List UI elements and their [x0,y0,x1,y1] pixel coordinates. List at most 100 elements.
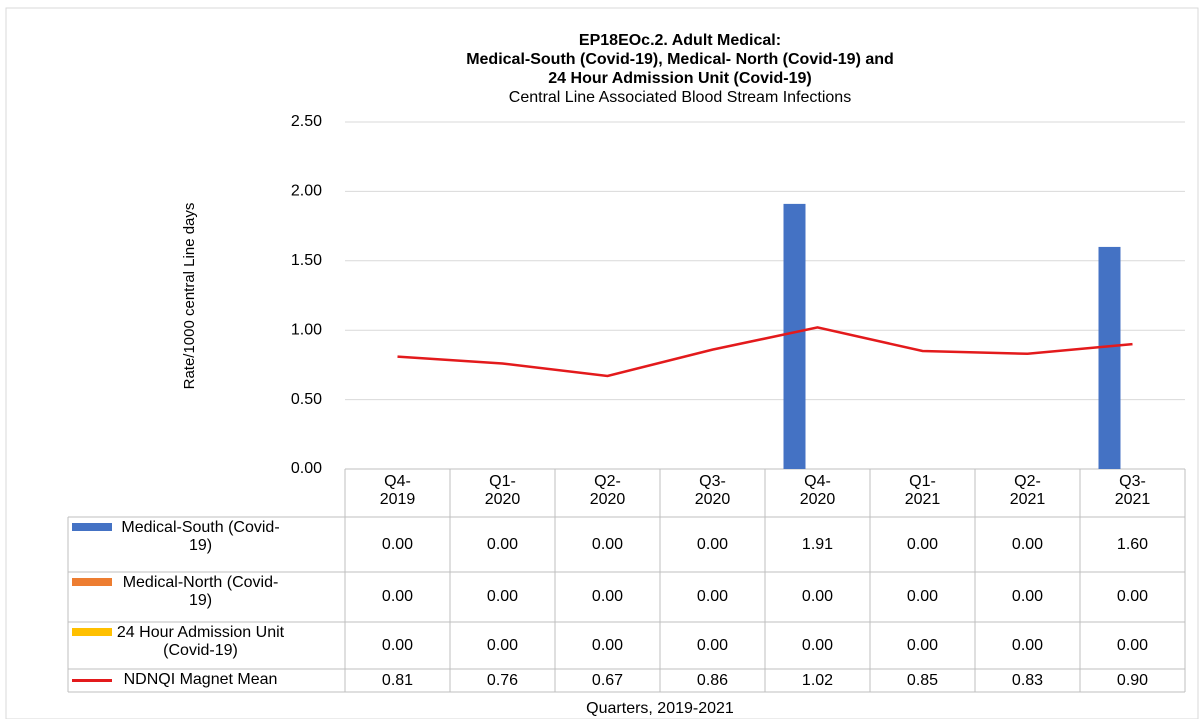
table-value: 0.83 [975,672,1080,690]
x-tick-label: Q3-2021 [1080,473,1185,509]
legend-swatch [72,578,112,586]
y-tick-label: 0.00 [291,460,322,477]
table-value: 0.00 [975,536,1080,554]
frame [5,7,1199,719]
x-tick-label-text: Q1-2021 [904,473,941,508]
table-value: 0.86 [660,672,765,690]
x-tick-label: Q3-2020 [660,473,765,509]
table-value-text: 0.67 [591,671,624,689]
x-tick-label-text: Q3-2020 [694,473,731,508]
table-value-text: 0.00 [591,636,624,654]
table-value-text: 0.00 [696,588,729,605]
bar [1098,246,1121,469]
table-value-text: 0.00 [381,636,414,654]
table-value: 0.00 [870,536,975,554]
y-axis-label: Rate/1000 central Line days [181,203,198,390]
x-tick-label: Q1-2021 [870,473,975,509]
table-value: 0.00 [345,637,450,655]
line-series [397,326,1133,378]
table-value: 0.00 [660,536,765,554]
legend-label-text: 24 Hour Admission Unit (Covid-19) [116,624,285,659]
table-value-text: 0.00 [486,535,519,553]
x-tick-label: Q4-2019 [345,473,450,509]
table-value: 0.00 [345,588,450,606]
table-value: 0.00 [345,536,450,554]
table-value-text: 0.00 [801,588,834,605]
table-value-text: 0.90 [1116,671,1149,689]
table-value-text: 0.00 [381,588,414,605]
table-value-text: 0.00 [381,535,414,553]
table-value-text: 0.00 [1011,535,1044,553]
table-value: 0.00 [1080,588,1185,606]
table-value-text: 1.02 [801,671,834,689]
x-tick-label: Q1-2020 [450,473,555,509]
chart-title-line: 24 Hour Admission Unit (Covid-19) [548,70,811,87]
table-value-text: 0.00 [1011,588,1044,605]
table-value-text: 0.00 [696,636,729,654]
y-tick-label: 2.00 [291,183,322,200]
table-value: 0.00 [555,588,660,606]
table-value: 0.00 [555,637,660,655]
x-axis-label: Quarters, 2019-2021 [586,700,734,717]
table-value-text: 0.85 [906,671,939,689]
table-value-text: 0.81 [381,671,414,689]
legend-swatch [72,628,112,636]
x-tick-label-text: Q3-2021 [1114,473,1151,508]
table-value-text: 0.86 [696,671,729,689]
table-value-text: 1.91 [801,535,834,553]
x-tick-label-text: Q4-2020 [799,473,836,508]
table-value: 0.00 [660,588,765,606]
x-tick-label: Q2-2020 [555,473,660,509]
table-value-text: 0.00 [801,636,834,654]
table-value-text: 0.00 [1011,636,1044,654]
table-value: 0.67 [555,672,660,690]
table-value: 1.60 [1080,536,1185,554]
x-tick-label-text: Q4-2019 [379,473,416,508]
legend-label: NDNQI Magnet Mean [113,671,288,689]
table-value-text: 0.00 [591,535,624,553]
table-value-text: 0.00 [906,588,939,605]
table-value-text: 0.00 [696,535,729,553]
table-value-text: 0.00 [486,588,519,605]
legend-swatch [72,523,112,531]
table-value: 0.00 [660,637,765,655]
table-value: 0.00 [975,588,1080,606]
legend-label-text: Medical-North (Covid-19) [122,574,279,609]
table-value-text: 0.00 [906,636,939,654]
table-value: 0.00 [870,637,975,655]
chart-subtitle: Central Line Associated Blood Stream Inf… [509,89,851,106]
x-tick-label-text: Q2-2021 [1009,473,1046,508]
table-value-text: 0.76 [486,671,519,689]
table-value: 0.76 [450,672,555,690]
table-value: 0.00 [765,637,870,655]
legend-label: Medical-North (Covid-19) [113,574,288,610]
table-value: 0.85 [870,672,975,690]
table-value: 0.81 [345,672,450,690]
y-tick-label: 0.50 [291,391,322,408]
legend-label-text: Medical-South (Covid-19) [121,519,280,554]
table-value: 0.00 [555,536,660,554]
table-value: 0.00 [870,588,975,606]
x-tick-label-text: Q1-2020 [484,473,521,508]
table-value-text: 0.00 [906,535,939,553]
chart-title-line: EP18EOc.2. Adult Medical: [579,32,781,49]
table-value: 0.90 [1080,672,1185,690]
table-value: 0.00 [450,637,555,655]
legend-label-text: NDNQI Magnet Mean [123,671,278,688]
x-tick-label: Q2-2021 [975,473,1080,509]
y-tick-label: 1.50 [291,252,322,269]
bar [783,203,806,469]
table-value: 0.00 [765,588,870,606]
chart-title-line: Medical-South (Covid-19), Medical- North… [466,51,894,68]
table-value-text: 0.00 [1116,636,1149,654]
table-value-text: 1.60 [1116,535,1149,553]
x-tick-label: Q4-2020 [765,473,870,509]
table-value-text: 0.00 [486,636,519,654]
table-value-text: 0.00 [591,588,624,605]
legend-label: Medical-South (Covid-19) [113,519,288,555]
table-value: 1.91 [765,536,870,554]
y-tick-label: 1.00 [291,321,322,338]
table-value: 0.00 [450,588,555,606]
